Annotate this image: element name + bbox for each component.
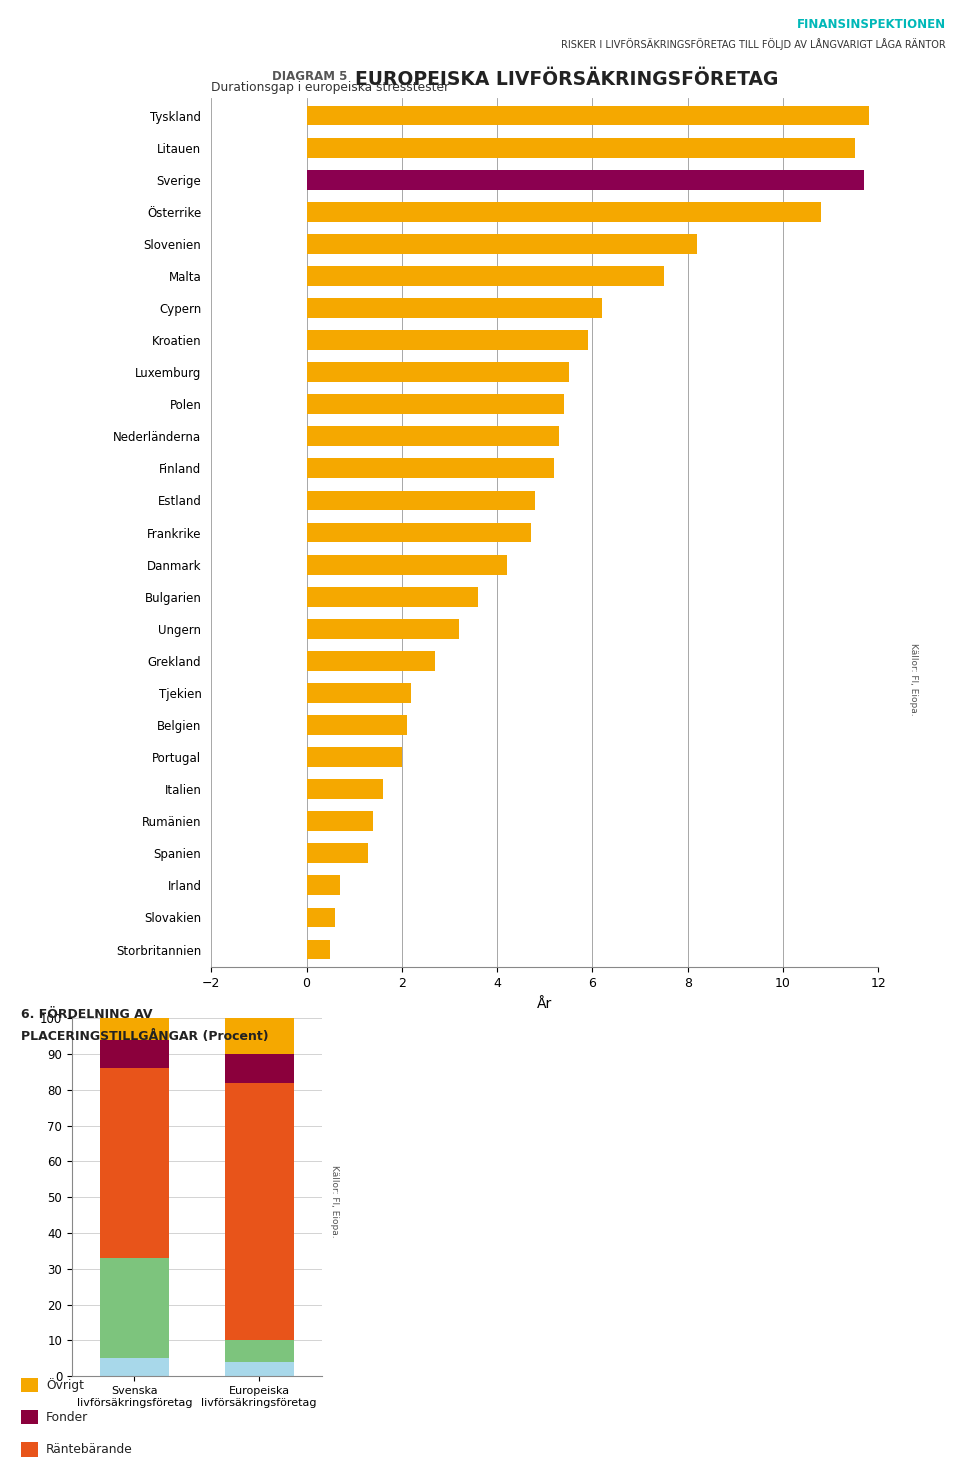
Text: Durationsgap i europeiska stresstester: Durationsgap i europeiska stresstester [211, 80, 449, 94]
Bar [306, 105, 869, 126]
Bar [306, 169, 864, 190]
Bar [225, 1341, 294, 1362]
Bar [100, 1018, 169, 1040]
Bar [225, 1018, 294, 1055]
Bar [306, 394, 564, 413]
Text: FINANSINSPEKTIONEN: FINANSINSPEKTIONEN [797, 18, 946, 31]
Bar [306, 682, 411, 703]
Bar [306, 491, 536, 510]
Bar [225, 1362, 294, 1376]
Bar [306, 234, 697, 254]
Bar [306, 939, 330, 960]
Text: Fonder: Fonder [46, 1411, 88, 1423]
Bar [306, 811, 373, 831]
Text: Övrigt: Övrigt [46, 1378, 84, 1392]
Bar [306, 875, 340, 896]
Bar [306, 619, 459, 638]
Bar [100, 1258, 169, 1359]
Text: 6. FÖRDELNING AV: 6. FÖRDELNING AV [21, 1008, 153, 1021]
Bar [306, 779, 383, 799]
Bar [306, 747, 402, 767]
Bar [306, 362, 568, 383]
Text: Källor: FI, Eiopa.: Källor: FI, Eiopa. [909, 643, 919, 716]
Bar [100, 1068, 169, 1258]
Bar [306, 202, 821, 222]
Text: Räntebärande: Räntebärande [46, 1443, 132, 1455]
Bar [306, 266, 664, 286]
Bar [306, 330, 588, 351]
Bar [306, 714, 407, 735]
Bar [306, 459, 554, 478]
Text: PLACERINGSTILLGÅNGAR (Procent): PLACERINGSTILLGÅNGAR (Procent) [21, 1030, 269, 1043]
Bar [225, 1055, 294, 1083]
Bar [306, 523, 531, 542]
Bar [306, 907, 335, 928]
Bar [306, 555, 507, 574]
Text: Källor: FI, Eiopa.: Källor: FI, Eiopa. [329, 1164, 339, 1237]
Text: RISKER I LIVFÖRSÄKRINGSFÖRETAG TILL FÖLJD AV LÅNGVARIGT LÅGA RÄNTOR: RISKER I LIVFÖRSÄKRINGSFÖRETAG TILL FÖLJ… [561, 38, 946, 50]
Bar [306, 427, 559, 446]
Bar [306, 652, 435, 671]
Text: DIAGRAM 5: DIAGRAM 5 [272, 70, 355, 83]
Bar [306, 587, 478, 606]
X-axis label: År: År [538, 996, 552, 1011]
Bar [225, 1083, 294, 1341]
Bar [100, 1359, 169, 1376]
Bar [306, 137, 854, 158]
Bar [306, 843, 369, 863]
Bar [306, 298, 602, 318]
Bar [100, 1040, 169, 1068]
Text: EUROPEISKA LIVFÖRSÄKRINGSFÖRETAG: EUROPEISKA LIVFÖRSÄKRINGSFÖRETAG [355, 70, 779, 89]
